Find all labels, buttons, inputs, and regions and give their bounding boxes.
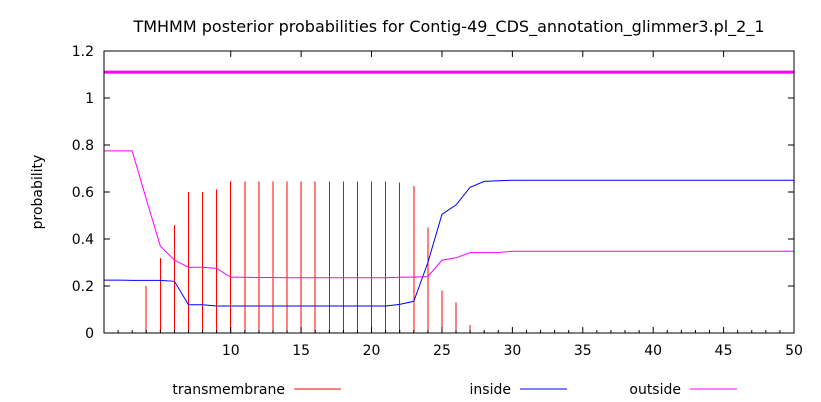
x-tick-label-10: 10 — [222, 343, 240, 359]
y-tick-label-0.8: 0.8 — [72, 138, 94, 154]
series-layer — [104, 150, 794, 333]
inside-line — [104, 179, 794, 307]
x-tick-label-45: 45 — [715, 343, 733, 359]
y-axis-ticks: 0 0.2 0.4 0.6 0.8 1 1.2 — [72, 44, 794, 342]
x-tick-label-35: 35 — [574, 343, 592, 359]
legend-label-inside: inside — [470, 382, 511, 398]
y-axis-label: probability — [30, 155, 46, 230]
x-tick-label-20: 20 — [363, 343, 381, 359]
y-tick-label-1: 1 — [85, 91, 94, 107]
y-tick-label-0.6: 0.6 — [72, 185, 94, 201]
y-tick-label-0.4: 0.4 — [72, 232, 94, 248]
x-tick-label-40: 40 — [644, 343, 662, 359]
y-tick-label-0.2: 0.2 — [72, 279, 94, 295]
x-axis-ticks: 10 15 20 25 30 35 40 45 50 — [103, 51, 803, 359]
x-tick-label-25: 25 — [433, 343, 451, 359]
chart-title: TMHMM posterior probabilities for Contig… — [132, 17, 764, 37]
plot-frame — [103, 50, 795, 334]
legend-label-outside: outside — [629, 382, 681, 398]
y-tick-label-0: 0 — [85, 326, 94, 342]
y-tick-label-1.2: 1.2 — [72, 44, 94, 60]
legend: transmembrane inside outside — [172, 382, 737, 398]
legend-label-transmembrane: transmembrane — [172, 382, 285, 398]
outside-line — [104, 150, 794, 279]
x-tick-label-30: 30 — [503, 343, 521, 359]
x-tick-label-50: 50 — [785, 343, 803, 359]
x-tick-label-15: 15 — [292, 343, 310, 359]
